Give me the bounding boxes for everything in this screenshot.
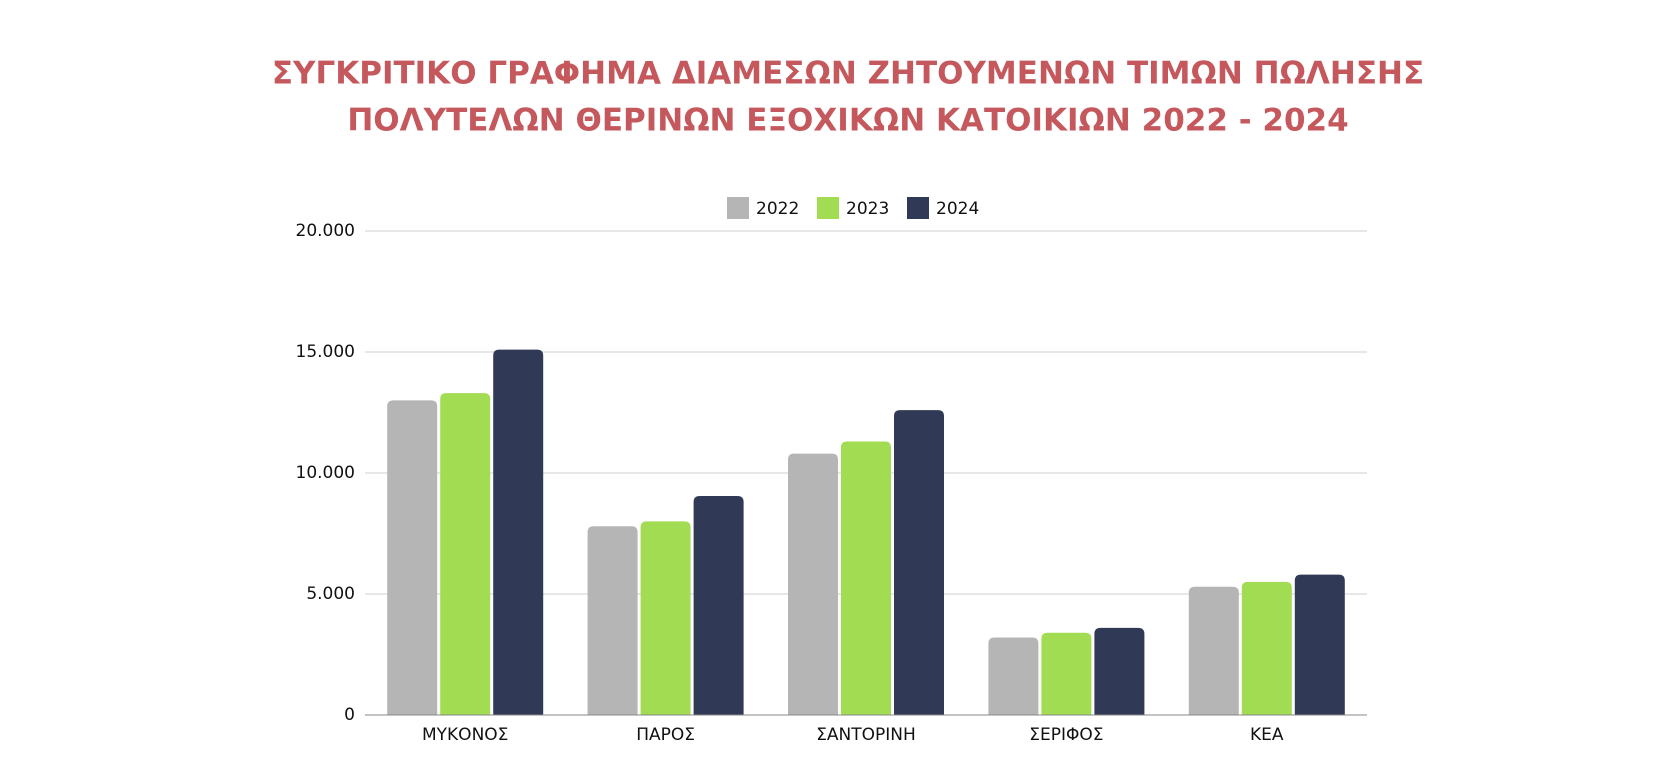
chart-title: ΣΥΓΚΡΙΤΙΚΟ ΓΡΑΦΗΜΑ ΔΙΑΜΕΣΩΝ ΖΗΤΟΥΜΕΝΩΝ Τ… [272, 56, 1424, 92]
bar [587, 526, 638, 715]
bar [1188, 586, 1239, 715]
x-tick-label: ΠΑΡΟΣ [636, 725, 695, 745]
bar [1294, 574, 1345, 715]
chart-title: ΠΟΛΥΤΕΛΩΝ ΘΕΡΙΝΩΝ ΕΞΟΧΙΚΩΝ ΚΑΤΟΙΚΙΩΝ 202… [347, 103, 1348, 139]
legend-label: 2022 [756, 199, 799, 219]
bar [841, 441, 891, 715]
legend-label: 2023 [846, 199, 889, 219]
bar [640, 521, 691, 715]
x-tick-label: ΣΑΝΤΟΡΙΝΗ [816, 725, 916, 745]
y-tick-label: 20.000 [296, 221, 355, 241]
y-tick-label: 15.000 [296, 342, 355, 362]
bar [1041, 632, 1092, 715]
bar [1094, 627, 1145, 715]
bar [693, 495, 744, 715]
y-tick-label: 0 [344, 705, 355, 725]
x-tick-label: ΚΕΑ [1250, 725, 1284, 745]
legend-swatch [727, 197, 749, 219]
x-tick-label: ΜΥΚΟΝΟΣ [422, 725, 508, 745]
bar [988, 637, 1039, 715]
bar [493, 349, 544, 715]
bar [1241, 581, 1292, 715]
legend-swatch [817, 197, 839, 219]
bar [894, 410, 944, 715]
bar [387, 400, 438, 715]
legend-swatch [907, 197, 929, 219]
bar [440, 393, 491, 715]
bar [788, 453, 838, 715]
y-tick-label: 5.000 [306, 584, 355, 604]
legend-label: 2024 [936, 199, 979, 219]
y-tick-label: 10.000 [296, 463, 355, 483]
x-tick-label: ΣΕΡΙΦΟΣ [1029, 725, 1103, 745]
